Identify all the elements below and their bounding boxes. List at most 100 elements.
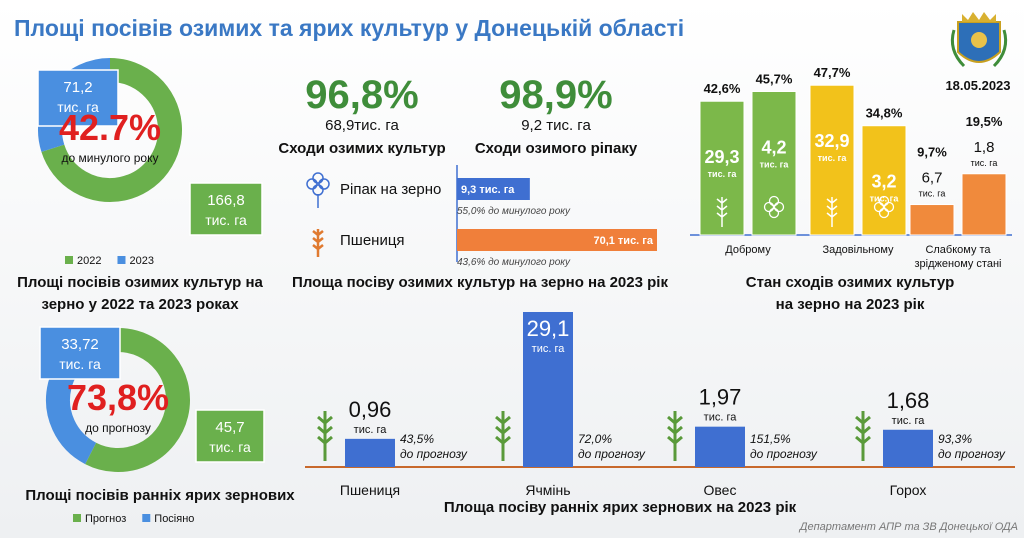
- bar-value-label: 0,96: [349, 397, 392, 422]
- x-tick-label: Горох: [890, 482, 927, 498]
- bar: [699, 100, 745, 236]
- legend-label: 2023: [129, 255, 153, 267]
- legend-label: Прогноз: [85, 513, 126, 525]
- bar-area-label: 29,3: [704, 147, 739, 167]
- donut-center: 42.7%: [59, 107, 161, 148]
- bar: [695, 426, 745, 467]
- bar-pct-note: 72,0%: [578, 432, 612, 446]
- bar-area-label: 32,9: [814, 131, 849, 151]
- unit-label: тис. га: [57, 99, 99, 115]
- legend-swatch: [142, 514, 151, 522]
- icon: [878, 207, 890, 219]
- bar-area-label: 3,2: [871, 172, 896, 192]
- bar: [345, 438, 395, 467]
- icon: [495, 411, 511, 461]
- legend-swatch: [117, 256, 126, 264]
- bar-pct-label: 42,6%: [704, 81, 741, 96]
- bar-value-label: 70,1 тис. га: [593, 235, 653, 247]
- legend-swatch: [65, 256, 73, 264]
- bar-pct-label: 34,8%: [866, 106, 903, 121]
- bar-value-label: 9,3 тис. га: [461, 184, 515, 196]
- bar: [883, 429, 933, 467]
- bar-unit-label: тис. га: [354, 424, 388, 436]
- x-tick-label: Пшениця: [340, 482, 400, 498]
- bar-value-label: 29,1: [527, 316, 570, 341]
- section-title: на зерно на 2023 рік: [776, 296, 925, 313]
- section-title: Площа посіву озимих культур на зерно на …: [292, 274, 668, 291]
- bar-value-label: 1,68: [887, 388, 930, 413]
- bar-unit-label: тис. га: [892, 415, 926, 427]
- bar-note: до прогнозу: [938, 447, 1006, 461]
- value-label: 71,2: [63, 79, 92, 96]
- donut-center-note: до минулого року: [62, 151, 159, 165]
- section-title: Стан сходів озимих культур: [746, 274, 954, 291]
- bar-unit-label: тис. га: [532, 343, 566, 355]
- bar-area-label: 6,7: [922, 170, 943, 187]
- section-title: зерно у 2022 та 2023 роках: [41, 296, 239, 313]
- bar: [861, 125, 907, 236]
- bar-unit-label: тис. га: [708, 169, 738, 179]
- donut-center: 73,8%: [67, 377, 169, 418]
- bar: [457, 178, 530, 200]
- bar-note: 55,0% до минулого року: [457, 206, 571, 217]
- value-label: 166,8: [207, 192, 245, 209]
- bar: [523, 312, 573, 467]
- icon: [768, 207, 780, 219]
- date: 18.05.2023: [945, 78, 1010, 93]
- section-title: Площі посівів ранніх ярих зернових: [25, 487, 295, 504]
- donut-center-note: до прогнозу: [85, 421, 151, 435]
- bar-unit-label: тис. га: [818, 153, 848, 163]
- value-box: [195, 409, 265, 463]
- legend-swatch: [73, 514, 81, 522]
- icon: [768, 195, 780, 207]
- value-box: [189, 182, 263, 236]
- sprout-label: Сходи озимих культур: [278, 140, 445, 157]
- bar-pct-label: 45,7%: [756, 72, 793, 87]
- icon: [306, 178, 318, 190]
- bar-area-label: 4,2: [761, 138, 786, 158]
- bar-pct-label: 19,5%: [966, 114, 1003, 129]
- bar: [909, 204, 955, 236]
- bar-unit-label: тис. га: [919, 189, 946, 199]
- x-tick-label: Доброму: [725, 244, 771, 256]
- bar-pct-label: 47,7%: [814, 65, 851, 80]
- icon: [318, 178, 330, 190]
- bar: [457, 229, 657, 251]
- icon: [312, 172, 324, 184]
- bar-value-label: 1,97: [699, 385, 742, 410]
- bar-pct-label: 9,7%: [917, 145, 947, 160]
- bar: [961, 173, 1007, 236]
- bar-note: до прогнозу: [578, 447, 646, 461]
- sprout-pct: 98,9%: [499, 73, 612, 117]
- x-tick-label: Задовільному: [822, 244, 894, 256]
- bar-note: до прогнозу: [750, 447, 818, 461]
- icon: [878, 195, 890, 207]
- bar-category: Пшениця: [340, 232, 405, 249]
- legend-label: Посіяно: [154, 513, 194, 525]
- unit-label: тис. га: [59, 356, 101, 372]
- bar-note: до прогнозу: [400, 447, 468, 461]
- sprout-label: Сходи озимого ріпаку: [475, 140, 638, 157]
- footer: Департамент АПР та ЗВ Донецької ОДА: [798, 521, 1018, 533]
- value-label: 45,7: [215, 419, 244, 436]
- value-box: [39, 326, 121, 380]
- bar-unit-label: тис. га: [870, 194, 900, 204]
- bar-pct-note: 93,3%: [938, 432, 972, 446]
- section-title: Площі посівів озимих культур на: [17, 274, 263, 291]
- icon: [773, 201, 785, 213]
- icon: [312, 229, 324, 257]
- legend-label: 2022: [77, 255, 101, 267]
- section-title: Площа посіву ранніх ярих зернових на 202…: [444, 499, 797, 516]
- bar-note: 43,6% до минулого року: [457, 257, 571, 268]
- coat-of-arms: [950, 12, 1008, 68]
- icon: [763, 201, 775, 213]
- x-tick-label: Слабкому та: [925, 244, 991, 256]
- icon: [873, 201, 885, 213]
- icon: [883, 201, 895, 213]
- page-title: Площі посівів озимих та ярих культур у Д…: [14, 15, 684, 41]
- bar-unit-label: тис. га: [971, 158, 998, 168]
- bar-unit-label: тис. га: [704, 412, 738, 424]
- unit-label: тис. га: [205, 212, 247, 228]
- icon: [855, 411, 871, 461]
- bar-category: Ріпак на зерно: [340, 181, 441, 198]
